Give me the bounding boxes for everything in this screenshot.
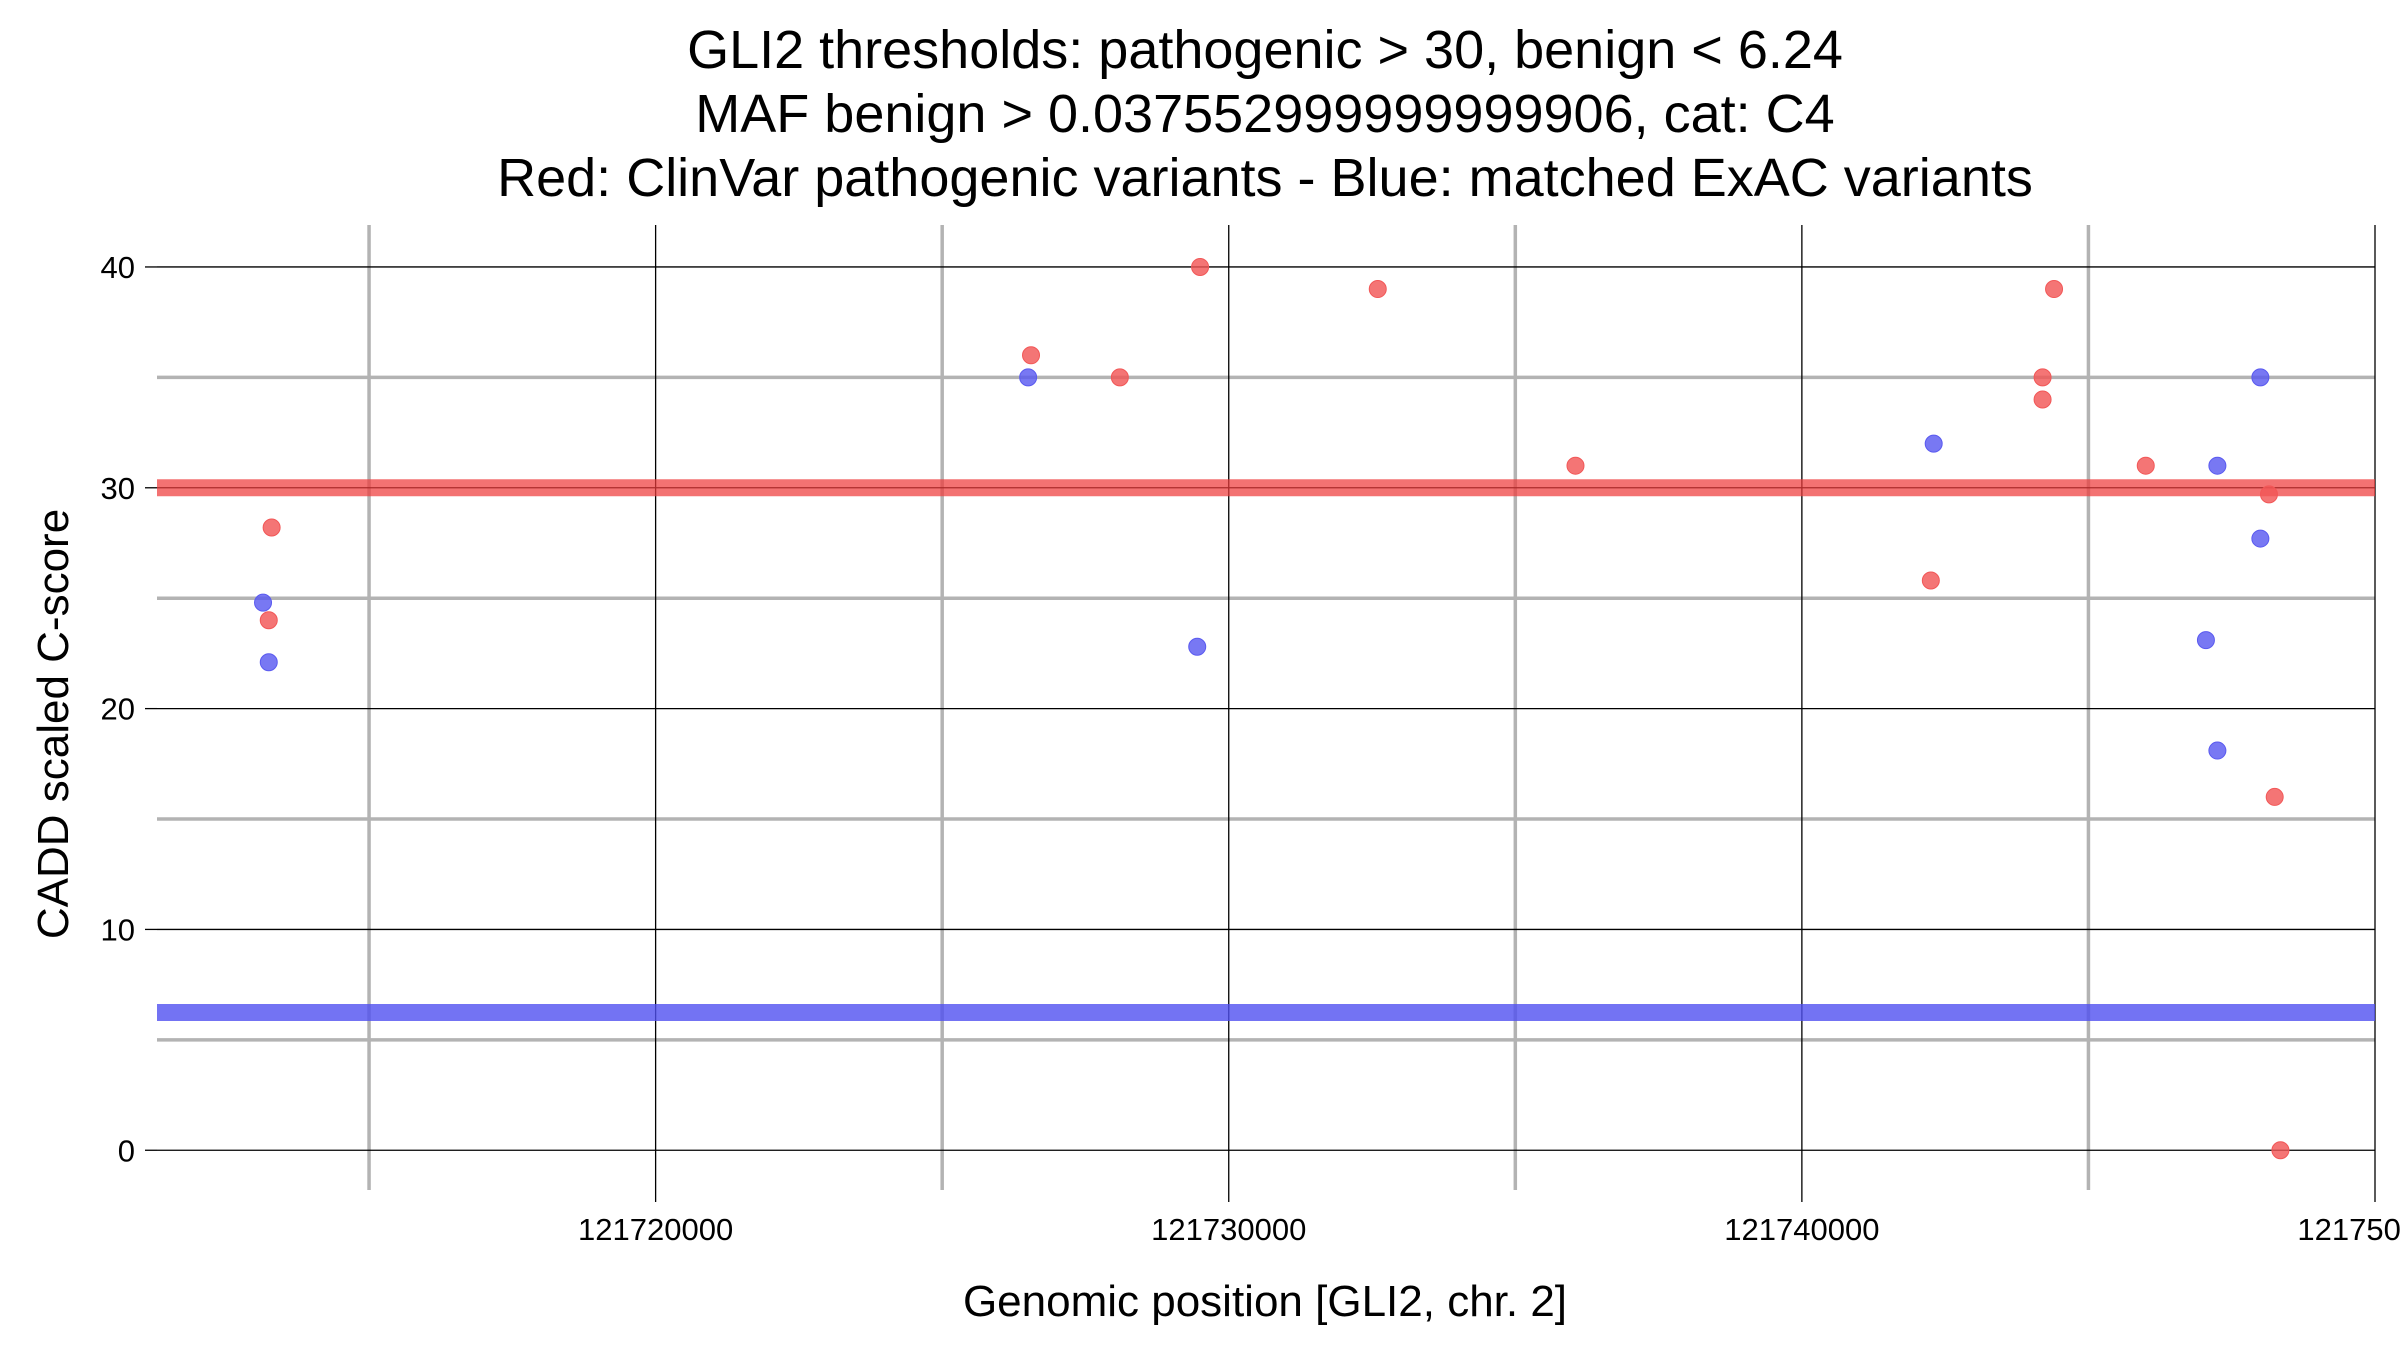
pathogenic-variant-point — [1110, 368, 1129, 387]
y-tick-label: 0 — [118, 1133, 135, 1168]
major-gridlines — [157, 225, 2376, 1190]
exac-variant-point — [259, 653, 278, 672]
pathogenic-variant-point — [262, 518, 281, 537]
pathogenic-variant-point — [2265, 787, 2284, 806]
y-axis-title: CADD scaled C-score — [29, 509, 78, 939]
pathogenic-variant-point — [2033, 368, 2052, 387]
pathogenic-variant-point — [1566, 456, 1585, 475]
title-line-3: Red: ClinVar pathogenic variants - Blue:… — [497, 148, 2033, 208]
exac-variant-point — [1188, 637, 1207, 656]
pathogenic-variant-point — [2033, 390, 2052, 409]
title-line-2: MAF benign > 0.037552999999999906, cat: … — [695, 84, 1834, 144]
x-axis-title: Genomic position [GLI2, chr. 2] — [963, 1277, 1567, 1326]
threshold-lines — [157, 479, 2375, 1021]
pathogenic-variant-point — [2259, 485, 2278, 504]
pathogenic-variant-point — [259, 611, 278, 630]
pathogenic-variant-point — [1368, 280, 1387, 299]
exac-variant-point — [2251, 529, 2270, 548]
exac-variant-point — [1924, 434, 1943, 453]
x-tick-label: 121750000 — [2297, 1212, 2400, 1247]
data-points — [254, 257, 2290, 1160]
y-tick-label: 30 — [101, 471, 135, 506]
exac-variant-point — [2196, 631, 2215, 650]
x-tick-label: 121730000 — [1151, 1212, 1306, 1247]
x-tick-label: 121740000 — [1724, 1212, 1879, 1247]
exac-variant-point — [2251, 368, 2270, 387]
exac-variant-point — [1019, 368, 1038, 387]
y-tick-label: 40 — [101, 250, 135, 285]
x-axis-ticks: 121720000 121730000 121740000 121750000 — [578, 1190, 2400, 1247]
chart-title: GLI2 thresholds: pathogenic > 30, benign… — [497, 20, 2033, 208]
pathogenic-variant-point — [2045, 280, 2064, 299]
pathogenic-variant-point — [1921, 571, 1940, 590]
exac-variant-point — [2208, 741, 2227, 760]
pathogenic-variant-point — [1022, 346, 1041, 365]
pathogenic-variant-point — [2136, 456, 2155, 475]
exac-variant-point — [254, 593, 273, 612]
y-tick-label: 10 — [101, 912, 135, 947]
x-tick-label: 121720000 — [578, 1212, 733, 1247]
pathogenic-variant-point — [1191, 257, 1210, 276]
title-line-1: GLI2 thresholds: pathogenic > 30, benign… — [687, 20, 1843, 80]
y-axis-ticks: 0 10 20 30 40 — [101, 250, 157, 1168]
exac-variant-point — [2208, 456, 2227, 475]
y-tick-label: 20 — [101, 692, 135, 727]
minor-gridlines — [157, 225, 2375, 1190]
pathogenic-variant-point — [2271, 1141, 2290, 1160]
